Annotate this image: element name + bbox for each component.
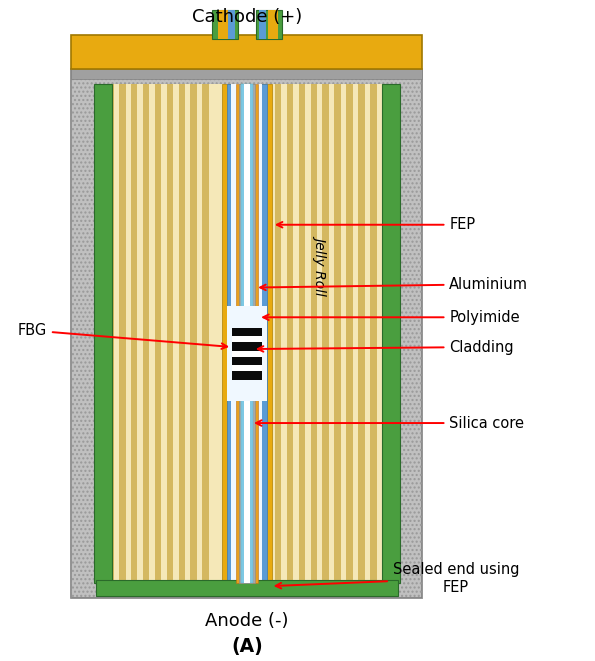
Bar	[382, 85, 389, 583]
Bar	[346, 85, 353, 583]
Bar	[228, 10, 234, 40]
Bar	[202, 85, 209, 583]
Bar	[241, 85, 253, 583]
Bar	[212, 10, 238, 40]
Text: Anode (-): Anode (-)	[205, 612, 289, 631]
Bar	[222, 85, 272, 583]
Text: FEP: FEP	[277, 217, 475, 232]
Text: Cladding: Cladding	[258, 340, 514, 354]
Bar	[259, 10, 267, 40]
Bar	[232, 336, 262, 342]
Bar	[178, 85, 185, 583]
Bar	[311, 85, 317, 583]
Bar	[94, 85, 400, 583]
Bar	[190, 85, 197, 583]
Bar	[322, 85, 329, 583]
Bar	[96, 580, 398, 596]
Bar	[71, 69, 422, 598]
Text: Polyimide: Polyimide	[263, 310, 520, 325]
Bar	[236, 85, 258, 583]
Bar	[227, 85, 267, 583]
Bar	[275, 85, 281, 583]
Text: Jelly Roll: Jelly Roll	[314, 235, 328, 294]
Bar	[382, 85, 400, 583]
Bar	[232, 365, 262, 371]
Bar	[71, 35, 422, 69]
Bar	[239, 85, 255, 583]
Text: (A): (A)	[231, 637, 263, 656]
Bar	[287, 85, 293, 583]
Bar	[358, 85, 365, 583]
Bar	[232, 356, 262, 365]
Text: Silica core: Silica core	[256, 416, 524, 430]
Bar	[232, 350, 262, 356]
Bar	[71, 69, 422, 598]
Bar	[95, 85, 102, 583]
Bar	[268, 10, 278, 40]
Bar	[231, 85, 262, 583]
Bar	[131, 85, 137, 583]
Bar	[232, 327, 262, 336]
Bar	[71, 69, 422, 79]
Bar	[244, 85, 250, 583]
Bar	[227, 306, 267, 401]
Text: Aluminium: Aluminium	[260, 277, 528, 292]
Bar	[370, 85, 377, 583]
Bar	[218, 10, 227, 40]
Bar	[94, 85, 112, 583]
Bar	[232, 371, 262, 379]
Bar	[167, 85, 173, 583]
Bar	[232, 342, 262, 350]
Bar	[334, 85, 341, 583]
Bar	[119, 85, 126, 583]
Text: FBG: FBG	[18, 323, 227, 349]
Bar	[256, 10, 282, 40]
Bar	[155, 85, 161, 583]
Bar	[143, 85, 149, 583]
Bar	[299, 85, 305, 583]
Text: Sealed end using
FEP: Sealed end using FEP	[275, 562, 519, 595]
Bar	[107, 85, 114, 583]
Text: Cathode (+): Cathode (+)	[192, 7, 302, 26]
